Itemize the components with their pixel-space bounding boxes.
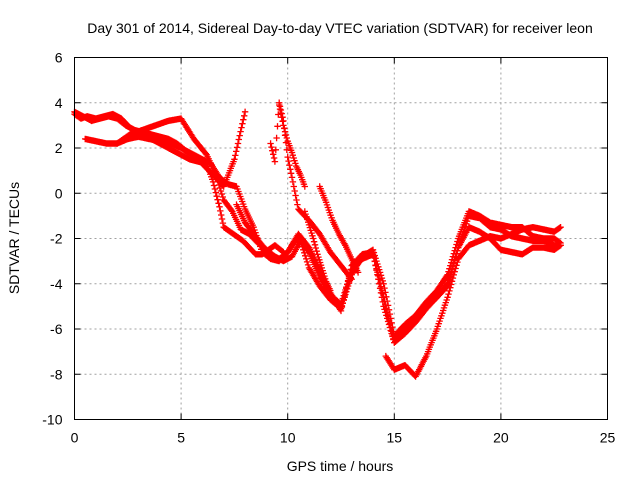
data-series — [71, 99, 564, 380]
x-tick-label: 0 — [71, 430, 79, 446]
series-markers — [316, 183, 362, 276]
series-markers — [382, 224, 564, 380]
series-track-h — [276, 101, 308, 190]
y-tick-label: -4 — [50, 276, 63, 292]
chart-title: Day 301 of 2014, Sidereal Day-to-day VTE… — [87, 20, 593, 36]
y-tick-label: -6 — [50, 321, 63, 337]
series-track-e — [233, 201, 564, 346]
y-tick-labels: -10 -8 -6 -4 -2 0 2 4 6 — [42, 50, 62, 428]
plot-frame — [74, 57, 608, 420]
series-track-f — [382, 224, 564, 380]
x-tick-labels: 0 5 10 15 20 25 — [71, 430, 616, 446]
x-tick-label: 15 — [387, 430, 403, 446]
series-track-j — [301, 208, 334, 294]
y-tick-label: 0 — [55, 185, 63, 201]
series-markers — [233, 201, 564, 346]
series-markers — [301, 208, 334, 294]
x-tick-label: 5 — [177, 430, 185, 446]
y-tick-label: -8 — [50, 366, 63, 382]
y-tick-label: 4 — [55, 95, 63, 111]
x-tick-label: 20 — [493, 430, 509, 446]
y-tick-label: -2 — [50, 231, 63, 247]
series-markers — [276, 101, 308, 190]
y-axis-label: SDTVAR / TECUs — [6, 182, 22, 294]
y-tick-label: -10 — [42, 412, 62, 428]
series-track-i — [316, 183, 362, 276]
x-tick-label: 25 — [600, 430, 616, 446]
y-tick-label: 2 — [55, 140, 63, 156]
x-tick-label: 10 — [280, 430, 296, 446]
y-tick-label: 6 — [55, 50, 63, 66]
x-axis-label: GPS time / hours — [287, 458, 394, 474]
